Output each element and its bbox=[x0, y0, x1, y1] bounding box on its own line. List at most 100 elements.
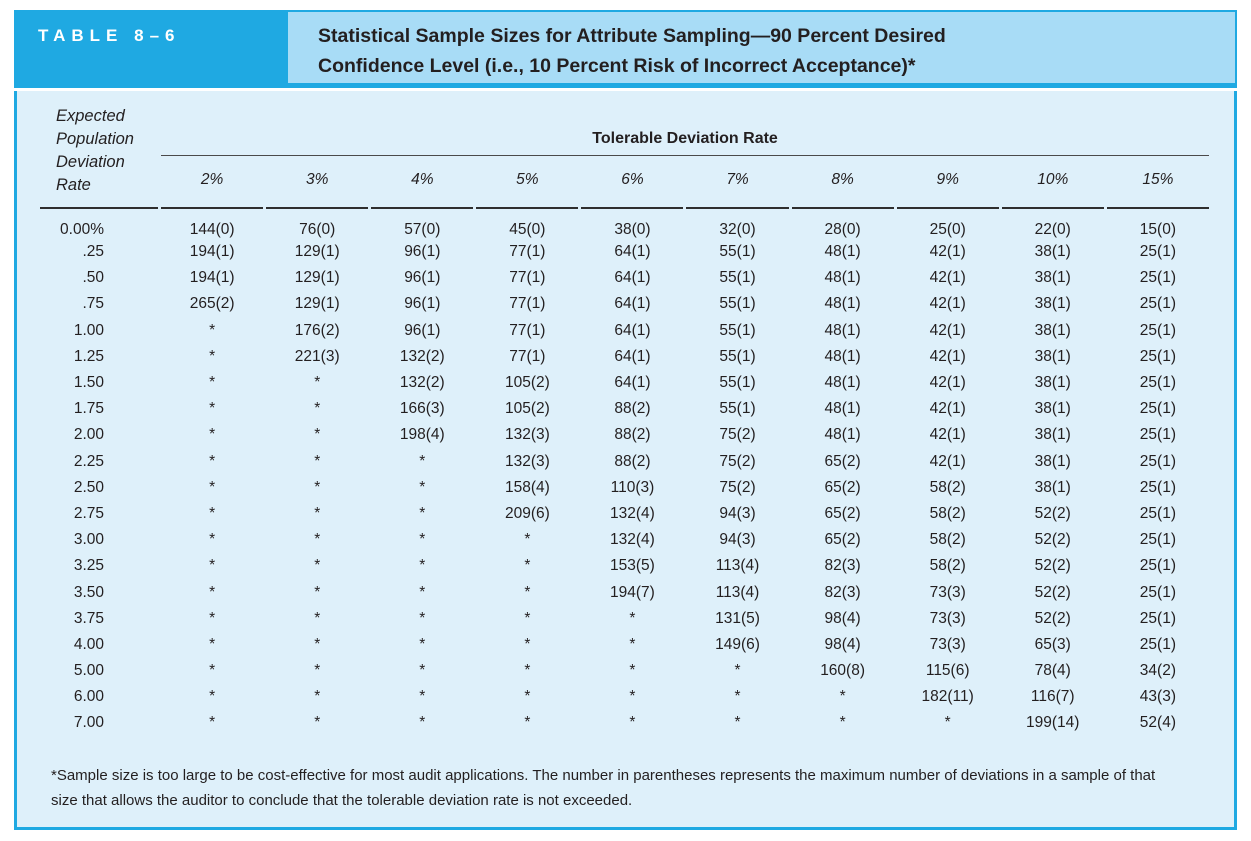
row-label: 3.50 bbox=[73, 583, 104, 601]
table-cell: 88(2) bbox=[614, 400, 651, 418]
table-cell: 48(1) bbox=[824, 374, 861, 392]
table-cell: 115(6) bbox=[925, 662, 970, 680]
table-cell: * bbox=[524, 557, 531, 575]
table-cell: 45(0) bbox=[509, 221, 546, 238]
table-cell: * bbox=[629, 714, 636, 732]
table-cell: * bbox=[314, 583, 321, 601]
table-cell: 42(1) bbox=[929, 347, 966, 365]
table-cell: * bbox=[734, 662, 741, 680]
table-cell: * bbox=[314, 504, 321, 522]
column-header-5pct: 5% bbox=[476, 156, 579, 209]
table-cell: * bbox=[419, 531, 426, 549]
table-cell: * bbox=[209, 400, 216, 418]
table-cell: 209(6) bbox=[504, 504, 550, 522]
column-header-3pct: 3% bbox=[266, 156, 369, 209]
table-row: 3.75 * * * * * 131(5) 98(4) 73(3) 52(2) 25(1) bbox=[40, 606, 1209, 632]
table-cell: 25(1) bbox=[1139, 295, 1176, 313]
table-cell: * bbox=[419, 504, 426, 522]
table-title: Statistical Sample Sizes for Attribute S… bbox=[288, 12, 1235, 83]
table-cell: * bbox=[944, 714, 951, 732]
table-cell: 25(1) bbox=[1139, 400, 1176, 418]
table-cell: 221(3) bbox=[294, 347, 340, 365]
row-label: 7.00 bbox=[73, 714, 104, 732]
table-cell: * bbox=[734, 688, 741, 706]
table-cell: 38(1) bbox=[1034, 400, 1071, 418]
table-cell: 22(0) bbox=[1034, 221, 1071, 238]
table-cell: 52(2) bbox=[1034, 609, 1071, 627]
table-cell: 38(0) bbox=[614, 221, 651, 238]
table-cell: 88(2) bbox=[614, 426, 651, 444]
table-cell: 76(0) bbox=[299, 221, 336, 238]
table-cell: 132(3) bbox=[504, 426, 550, 444]
table-cell: 129(1) bbox=[294, 243, 340, 261]
row-label: 6.00 bbox=[73, 688, 104, 706]
table-cell: * bbox=[314, 635, 321, 653]
table-cell: 65(2) bbox=[824, 452, 861, 470]
row-header-line: Deviation bbox=[56, 153, 125, 171]
table-cell: * bbox=[209, 557, 216, 575]
table-cell: 77(1) bbox=[509, 269, 546, 287]
row-label: 0.00% bbox=[60, 221, 104, 238]
table-cell: 105(2) bbox=[504, 400, 550, 418]
table-cell: 131(5) bbox=[715, 609, 760, 627]
table-cell: 116(7) bbox=[1030, 688, 1075, 706]
table-cell: 15(0) bbox=[1139, 221, 1176, 238]
column-header-4pct: 4% bbox=[371, 156, 474, 209]
table-row: 5.00 * * * * * * 160(8) 115(6) 78(4) 34(2) bbox=[40, 658, 1209, 684]
column-header-2pct: 2% bbox=[161, 156, 264, 209]
table-cell: 55(1) bbox=[719, 295, 756, 313]
table-cell: * bbox=[314, 714, 321, 732]
table-cell: 42(1) bbox=[929, 374, 966, 392]
table-row: .50 194(1) 129(1) 96(1) 77(1) 64(1) 55(1) 48(1)… bbox=[40, 265, 1209, 291]
table-cell: 75(2) bbox=[719, 478, 756, 496]
table-row: 2.50 * * * 158(4) 110(3) 75(2) 65(2) 58(2) 38(1) 2… bbox=[40, 475, 1209, 501]
table-cell: * bbox=[314, 400, 321, 418]
table-cell: 42(1) bbox=[929, 452, 966, 470]
table-cell: 105(2) bbox=[504, 374, 550, 392]
row-label: 2.25 bbox=[73, 452, 104, 470]
row-label: 3.25 bbox=[73, 557, 104, 575]
table-cell: 98(4) bbox=[824, 609, 861, 627]
table-cell: 34(2) bbox=[1139, 662, 1176, 680]
table-cell: 64(1) bbox=[614, 374, 651, 392]
table-cell: 65(2) bbox=[824, 531, 861, 549]
table-row: .25 194(1) 129(1) 96(1) 77(1) 64(1) 55(1) 48(1)… bbox=[40, 239, 1209, 265]
table-cell: 25(1) bbox=[1139, 374, 1176, 392]
group-header-row: Expected Population Deviation Rate Toler… bbox=[40, 101, 1209, 209]
row-label: .75 bbox=[82, 295, 104, 313]
table-cell: 94(3) bbox=[719, 504, 756, 522]
table-row: 4.00 * * * * * 149(6) 98(4) 73(3) 65(3) 25(1) bbox=[40, 632, 1209, 658]
table-cell: 48(1) bbox=[824, 321, 861, 339]
table-cell: * bbox=[734, 714, 741, 732]
table-cell: * bbox=[524, 662, 531, 680]
table-cell: 77(1) bbox=[509, 295, 546, 313]
table-cell: 25(1) bbox=[1139, 504, 1176, 522]
table-cell: 25(1) bbox=[1139, 557, 1176, 575]
table-row: 3.25 * * * * 153(5) 113(4) 82(3) 58(2) 52(2) 25(1) bbox=[40, 553, 1209, 579]
table-cell: 113(4) bbox=[715, 583, 760, 601]
table-cell: * bbox=[419, 662, 426, 680]
table-cell: 64(1) bbox=[614, 321, 651, 339]
table-cell: 55(1) bbox=[719, 243, 756, 261]
table-row: 1.75 * * 166(3) 105(2) 88(2) 55(1) 48(1) 42(1) 38… bbox=[40, 396, 1209, 422]
table-cell: 52(2) bbox=[1034, 504, 1071, 522]
table-row: 3.00 * * * * 132(4) 94(3) 65(2) 58(2) 52(2) 25(1) bbox=[40, 527, 1209, 553]
table-cell: * bbox=[314, 531, 321, 549]
table-cell: 96(1) bbox=[404, 295, 441, 313]
table-cell: 58(2) bbox=[929, 478, 966, 496]
table-card: TABLE 8–6 Statistical Sample Sizes for A… bbox=[14, 10, 1237, 830]
table-header-bar: TABLE 8–6 Statistical Sample Sizes for A… bbox=[14, 10, 1237, 88]
table-title-line1: Statistical Sample Sizes for Attribute S… bbox=[318, 25, 946, 47]
table-cell: * bbox=[524, 531, 531, 549]
table-cell: 176(2) bbox=[294, 321, 340, 339]
column-header-7pct: 7% bbox=[686, 156, 789, 209]
table-cell: 77(1) bbox=[509, 243, 546, 261]
row-label: 2.00 bbox=[73, 426, 104, 444]
table-cell: 77(1) bbox=[509, 321, 546, 339]
table-cell: 52(2) bbox=[1034, 583, 1071, 601]
table-cell: 25(1) bbox=[1139, 635, 1176, 653]
table-row: 0.00% 144(0) 76(0) 57(0) 45(0) 38(0) 32(0) 28(0… bbox=[40, 209, 1209, 239]
table-cell: 110(3) bbox=[610, 478, 655, 496]
table-cell: 42(1) bbox=[929, 295, 966, 313]
table-cell: 38(1) bbox=[1034, 243, 1071, 261]
